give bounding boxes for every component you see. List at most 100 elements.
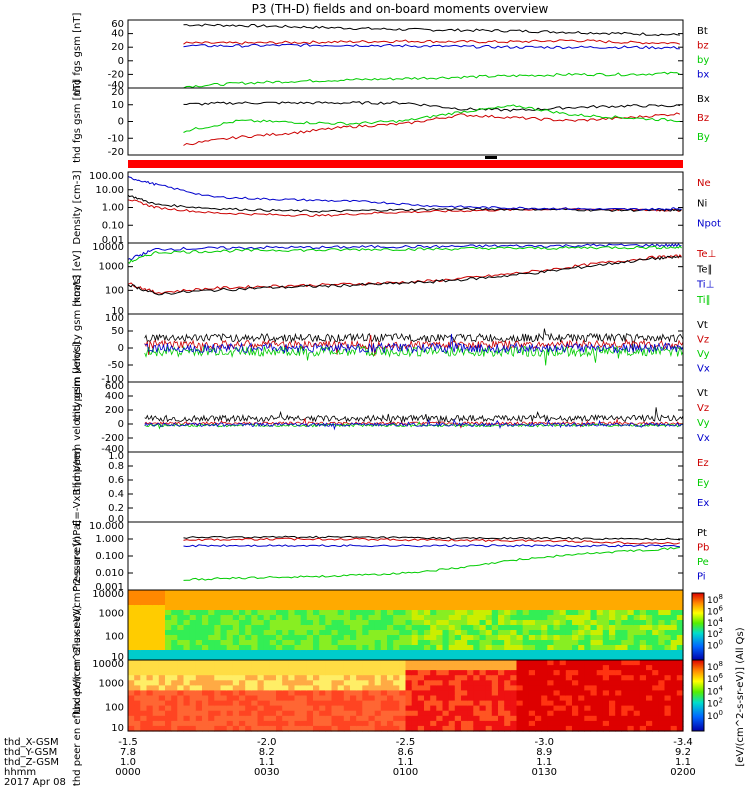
heatmap-cell	[393, 685, 400, 692]
heatmap-cell	[350, 705, 357, 712]
heatmap-cell	[633, 655, 641, 661]
heatmap-cell	[220, 700, 228, 707]
heatmap-cell	[177, 640, 185, 646]
heatmap-cell	[189, 620, 197, 626]
heatmap-cell	[288, 650, 296, 656]
y-tick-label: 10	[111, 652, 124, 663]
heatmap-cell	[633, 715, 641, 722]
heatmap-cell	[504, 710, 511, 717]
heatmap-cell	[485, 625, 493, 631]
heatmap-cell	[140, 610, 148, 616]
heatmap-cell	[214, 620, 222, 626]
heatmap-cell	[232, 690, 240, 697]
heatmap-cell	[467, 650, 474, 656]
heatmap-cell	[609, 645, 616, 651]
heatmap-cell	[288, 660, 296, 666]
heatmap-cell	[633, 705, 641, 712]
heatmap-cell	[399, 680, 407, 686]
heatmap-cell	[134, 690, 141, 697]
heatmap-cell	[251, 645, 259, 651]
heatmap-cell	[146, 605, 154, 611]
heatmap-cell	[676, 600, 684, 606]
heatmap-cell	[183, 675, 191, 681]
heatmap-cell	[454, 660, 462, 666]
ephemeris-value: -2.0	[257, 737, 277, 748]
heatmap-cell	[146, 665, 154, 671]
heatmap-cell	[282, 675, 289, 681]
heatmap-cell	[177, 615, 185, 621]
heatmap-cell	[294, 610, 302, 616]
heatmap-cell	[516, 620, 524, 626]
heatmap-cell	[134, 695, 141, 702]
heatmap-cell	[621, 685, 629, 692]
heatmap-cell	[510, 705, 518, 712]
heatmap-cell	[158, 725, 166, 732]
heatmap-cell	[140, 595, 148, 601]
colorbar-tick-label: 106	[707, 604, 723, 617]
heatmap-cell	[165, 680, 172, 686]
heatmap-cell	[177, 710, 185, 717]
heatmap-cell	[498, 600, 505, 606]
heatmap-cell	[208, 635, 215, 641]
heatmap-cell	[442, 605, 450, 611]
heatmap-cell	[516, 665, 524, 671]
heatmap-cell	[399, 650, 407, 656]
heatmap-cell	[146, 660, 154, 666]
heatmap-cell	[356, 710, 363, 717]
y-tick-label: 0.6	[108, 475, 124, 486]
heatmap-cell	[541, 640, 548, 646]
heatmap-cell	[405, 675, 413, 681]
y-tick-label: 10	[111, 723, 124, 734]
heatmap-cell	[572, 665, 579, 671]
ephemeris-value: 8.6	[398, 747, 414, 758]
heatmap-cell	[411, 680, 419, 686]
heatmap-cell	[652, 600, 659, 606]
heatmap-cell	[399, 700, 407, 707]
heatmap-cell	[596, 700, 604, 707]
heatmap-cell	[177, 650, 185, 656]
heatmap-cell	[516, 660, 524, 666]
heatmap-cell	[183, 685, 191, 692]
heatmap-cell	[461, 655, 468, 661]
heatmap-cell	[263, 625, 271, 631]
heatmap-cell	[448, 670, 456, 676]
heatmap-cell	[627, 685, 635, 692]
heatmap-cell	[405, 610, 413, 616]
heatmap-cell	[140, 670, 148, 676]
mode-bar-marker	[485, 156, 497, 159]
heatmap-cell	[356, 620, 363, 626]
heatmap-cell	[195, 685, 203, 692]
heatmap-cell	[627, 630, 635, 636]
heatmap-cell	[313, 625, 320, 631]
heatmap-cell	[294, 595, 302, 601]
heatmap-cell	[380, 625, 388, 631]
heatmap-cell	[553, 710, 561, 717]
heatmap-cell	[417, 715, 425, 722]
heatmap-cell	[319, 675, 326, 681]
y-tick-label: 20	[111, 42, 124, 53]
heatmap-cell	[572, 590, 579, 596]
heatmap-cell	[189, 640, 197, 646]
series-bx	[183, 43, 680, 50]
heatmap-cell	[269, 695, 277, 702]
heatmap-cell	[516, 655, 524, 661]
heatmap-cell	[485, 615, 493, 621]
heatmap-cell	[356, 640, 363, 646]
heatmap-cell	[473, 675, 481, 681]
series-Ni	[127, 194, 682, 213]
heatmap-cell	[380, 695, 388, 702]
heatmap-cell	[467, 640, 474, 646]
heatmap-cell	[134, 660, 141, 666]
heatmap-cell	[405, 650, 413, 656]
y-tick-label: 0	[118, 343, 124, 354]
heatmap-cell	[356, 610, 363, 616]
heatmap-cell	[627, 670, 635, 676]
heatmap-cell	[565, 600, 573, 606]
heatmap-cell	[627, 590, 635, 596]
heatmap-cell	[670, 675, 678, 681]
heatmap-cell	[504, 705, 511, 712]
heatmap-cell	[498, 595, 505, 601]
legend-Te∥: Te∥	[696, 264, 713, 275]
heatmap-cell	[658, 675, 666, 681]
heatmap-cell	[263, 645, 271, 651]
